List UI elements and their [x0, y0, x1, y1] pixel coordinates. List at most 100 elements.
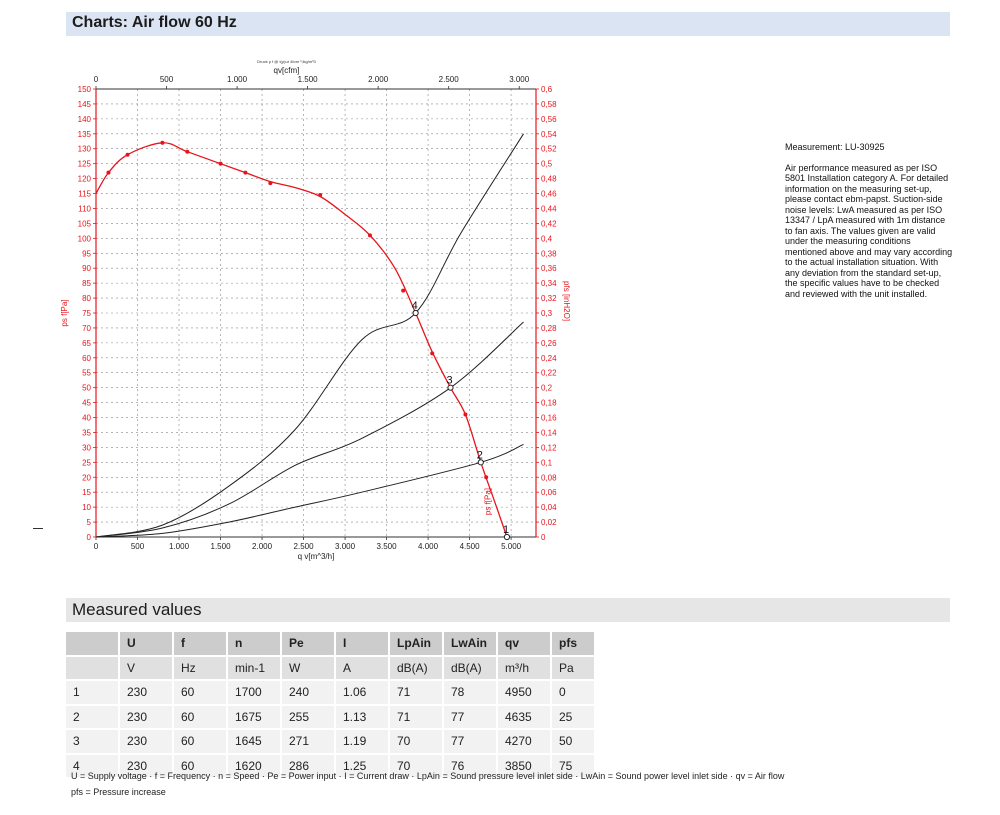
table-cell: 3 [66, 729, 120, 755]
y-tick-label: 130 [78, 145, 92, 154]
operating-point-label: 1 [503, 524, 509, 536]
table-cell: U [119, 632, 174, 657]
y-right-tick-label: 0,52 [541, 145, 557, 154]
x-top-tick-label: 0 [94, 75, 99, 84]
y-right-tick-label: 0,08 [541, 473, 557, 482]
x-top-tick-label: 500 [160, 75, 174, 84]
y-tick-label: 65 [82, 339, 91, 348]
y-tick-label: 145 [78, 100, 92, 109]
x-top-tick-label: 2.500 [439, 75, 460, 84]
table-cell: 1700 [227, 680, 282, 706]
table-cell: 70 [389, 729, 444, 755]
air-flow-chart: 0 500 1.000 1.500 2.000 2.500 3.000 3.500 4.000 4… [60, 59, 571, 561]
x-top-tick-label: 3.000 [509, 75, 530, 84]
y-right-tick-label: 0,18 [541, 399, 557, 408]
table-cell: dB(A) [443, 655, 498, 681]
operating-point [412, 309, 419, 317]
table-row: 4 230 60 1620 286 1.25 70 76 3850 75 [66, 753, 596, 779]
y-right-tick-label: 0,16 [541, 414, 557, 423]
y-tick-label: 30 [82, 443, 91, 452]
table-cell: 60 [173, 753, 228, 779]
table-cell: 1 [66, 680, 120, 706]
table-cell: 4270 [497, 729, 552, 755]
y-right-tick-label: 0,4 [541, 234, 553, 243]
x-tick-label: 2.000 [252, 542, 273, 551]
x-tick-label: 4.500 [460, 542, 481, 551]
fan-curve-marker [430, 351, 435, 356]
table-cell: pfs [551, 632, 596, 657]
table-cell: 0 [551, 680, 596, 706]
x-tick-label: 500 [131, 542, 145, 551]
operating-point-label: 3 [446, 375, 452, 387]
table-cell: 71 [389, 704, 444, 730]
y-right-tick-label: 0,48 [541, 175, 557, 184]
y-right-axis-label: pfs [inH2O] [562, 281, 571, 321]
y-tick-label: 75 [82, 309, 91, 318]
table-cell: 76 [443, 753, 498, 779]
y-tick-label: 135 [78, 130, 92, 139]
table-cell: V [119, 655, 174, 681]
x-top-tick-label: 2.000 [368, 75, 389, 84]
y-right-tick-label: 0,58 [541, 100, 557, 109]
measured-values-header: Measured values [66, 598, 950, 622]
table-cell: m³/h [497, 655, 552, 681]
y-tick-label: 85 [82, 279, 91, 288]
table-cell: 230 [119, 680, 174, 706]
system-curve-2 [95, 443, 524, 538]
table-cell: 77 [443, 704, 498, 730]
table-cell [66, 655, 120, 681]
table-cell: 1620 [227, 753, 282, 779]
y-tick-label: 50 [82, 384, 91, 393]
x-top-tick-label: 1.000 [227, 75, 248, 84]
table-cell: 71 [389, 680, 444, 706]
y-tick-label: 140 [78, 115, 92, 124]
table-cell: dB(A) [389, 655, 444, 681]
y-tick-label: 35 [82, 428, 91, 437]
y-right-tick-label: 0,42 [541, 219, 557, 228]
fan-curve-marker [106, 170, 111, 175]
table-cell: 75 [551, 753, 596, 779]
y-right-tick-label: 0,56 [541, 115, 557, 124]
y-tick-label: 5 [87, 518, 92, 527]
y-right-tick-label: 0,14 [541, 428, 557, 437]
table-cell: 1.13 [335, 704, 390, 730]
y-right-tick-label: 0,28 [541, 324, 557, 333]
y-tick-label: 40 [82, 414, 91, 423]
left-dash-mark [33, 528, 43, 529]
y-right-tick-label: 0,54 [541, 130, 557, 139]
table-row: 1 230 60 1700 240 1.06 71 78 4950 0 [66, 680, 596, 706]
system-curve-4 [95, 133, 524, 538]
measurement-id: Measurement: LU-30925 [785, 142, 885, 152]
table-cell: 78 [443, 680, 498, 706]
y-tick-label: 55 [82, 369, 91, 378]
measurement-note: Measurement: LU-30925 Air performance me… [785, 142, 955, 299]
table-cell: 230 [119, 753, 174, 779]
table-cell: 70 [389, 753, 444, 779]
operating-point [503, 533, 511, 541]
y-tick-label: 100 [78, 234, 92, 243]
legend-line-1: U = Supply voltage · f = Frequency · n =… [71, 771, 785, 781]
table-cell: 1.25 [335, 753, 390, 779]
y-right-tick-label: 0,26 [541, 339, 557, 348]
y-right-tick-label: 0,04 [541, 503, 557, 512]
y-tick-label: 150 [78, 85, 92, 94]
y-tick-label: 105 [78, 219, 92, 228]
table-cell: 1.06 [335, 680, 390, 706]
y-tick-label: 80 [82, 294, 91, 303]
table-cell: 4950 [497, 680, 552, 706]
table-cell: 240 [281, 680, 336, 706]
table-cell: LpAin [389, 632, 444, 657]
chart-tiny-caption: Druck p f @ t(ρ)ur 4fom ³,ikg/m³3 [257, 59, 316, 64]
table-cell: A [335, 655, 390, 681]
table-cell: 4 [66, 753, 120, 779]
x-axis-label: q v[m^3/h] [298, 552, 335, 561]
y-right-tick-label: 0,1 [541, 458, 553, 467]
table-cell: 2 [66, 704, 120, 730]
x-tick-label: 1.500 [211, 542, 232, 551]
y-tick-label: 15 [82, 488, 91, 497]
operating-point-label: 2 [477, 449, 483, 461]
y-tick-label: 20 [82, 473, 91, 482]
fan-curve-marker [160, 140, 165, 145]
